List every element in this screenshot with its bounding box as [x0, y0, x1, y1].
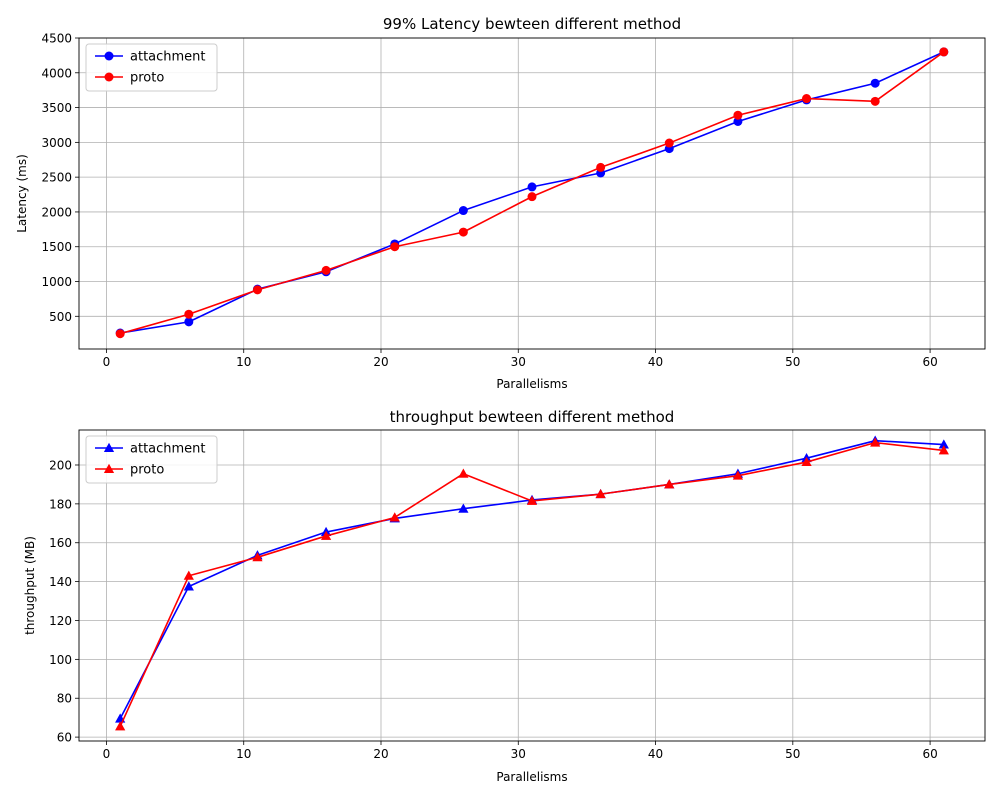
throughput-series-proto [115, 437, 949, 731]
throughput-proto-point [252, 552, 263, 562]
latency-x-tick-label: 20 [373, 355, 388, 369]
latency-y-tick-label: 500 [49, 310, 72, 324]
latency-x-axis-label: Parallelisms [496, 377, 567, 391]
latency-proto-point [870, 96, 880, 106]
throughput-legend-marker-proto [103, 463, 115, 473]
throughput-x-tick-label: 60 [922, 747, 937, 761]
latency-proto-point [321, 265, 331, 275]
throughput-x-tick-label: 40 [648, 747, 663, 761]
latency-legend-marker-proto [104, 72, 114, 82]
latency-legend-marker-attachment [104, 51, 114, 61]
throughput-y-tick-label: 60 [57, 731, 72, 745]
throughput-proto-point [595, 488, 606, 499]
latency-attachment-point [458, 206, 468, 216]
throughput-x-tick-label: 30 [511, 747, 526, 761]
latency-y-tick-label: 1500 [41, 240, 72, 254]
latency-proto-point [939, 47, 949, 57]
latency-grid [79, 37, 985, 349]
throughput-y-tick-label: 80 [57, 692, 72, 706]
latency-proto-point [458, 227, 468, 237]
latency-attachment-point [184, 317, 194, 327]
throughput-proto-point [732, 470, 744, 480]
latency-legend-label-proto: proto [130, 71, 164, 86]
throughput-y-axis-label: throughput (MB) [23, 536, 37, 635]
latency-legend: attachment proto [85, 43, 218, 92]
throughput-proto-point [115, 721, 126, 731]
throughput-y-tick-label: 140 [49, 575, 72, 589]
throughput-grid [79, 430, 985, 741]
throughput-legend-marker-attachment [103, 442, 115, 452]
throughput-chart-title: throughput bewteen different method [390, 408, 675, 426]
throughput-proto-point [664, 479, 675, 489]
throughput-legend-label-proto: proto [130, 463, 164, 478]
latency-proto-point [733, 110, 743, 120]
latency-x-tick-label: 40 [648, 355, 663, 369]
throughput-proto-point [320, 530, 332, 540]
throughput-y-tick-label: 200 [49, 458, 72, 472]
throughput-attachment-point [458, 503, 469, 513]
latency-proto-point [802, 94, 812, 104]
latency-proto-point [252, 285, 262, 295]
latency-x-tick-label: 50 [785, 355, 800, 369]
throughput-proto-point [526, 495, 538, 505]
latency-proto-point [184, 309, 194, 319]
throughput-proto-point [458, 468, 469, 478]
throughput-proto-point [389, 512, 400, 522]
throughput-plot-frame [78, 429, 986, 742]
latency-chart: 99% Latency bewteen different method Par… [15, 15, 986, 391]
throughput-legend-label-attachment: attachment [130, 442, 206, 457]
throughput-proto-point [870, 437, 881, 447]
latency-proto-point [596, 162, 606, 172]
latency-y-tick-label: 2500 [41, 171, 72, 185]
throughput-y-tick-label: 120 [49, 614, 72, 628]
latency-x-tick-label: 0 [103, 355, 111, 369]
throughput-y-tick-label: 100 [49, 653, 72, 667]
throughput-proto-point [183, 570, 194, 580]
latency-plot-frame [78, 37, 986, 350]
throughput-x-tick-label: 20 [373, 747, 388, 761]
latency-x-tick-label: 10 [236, 355, 251, 369]
throughput-attachment-point [183, 581, 194, 591]
latency-x-tick-label: 30 [511, 355, 526, 369]
latency-attachment-point [733, 116, 743, 126]
throughput-x-axis-label: Parallelisms [496, 770, 567, 784]
latency-attachment-point [870, 78, 880, 88]
throughput-y-tick-label: 180 [49, 497, 72, 511]
latency-attachment-point [527, 182, 537, 192]
latency-proto-point [527, 192, 537, 202]
latency-y-tick-label: 1000 [41, 275, 72, 289]
latency-y-tick-label: 4500 [41, 32, 72, 46]
latency-series-proto [115, 47, 949, 339]
throughput-x-tick-label: 0 [103, 747, 111, 761]
latency-proto-point [390, 242, 400, 252]
latency-proto-point [115, 329, 125, 339]
throughput-series-attachment [115, 435, 949, 723]
throughput-chart: throughput bewteen different method Para… [23, 408, 986, 784]
latency-y-tick-label: 3000 [41, 136, 72, 150]
latency-y-tick-label: 2000 [41, 205, 72, 219]
throughput-x-tick-label: 50 [785, 747, 800, 761]
throughput-y-tick-label: 160 [49, 536, 72, 550]
latency-x-tick-label: 60 [922, 355, 937, 369]
throughput-x-tick-label: 10 [236, 747, 251, 761]
latency-legend-label-attachment: attachment [130, 50, 206, 65]
latency-chart-title: 99% Latency bewteen different method [383, 15, 681, 33]
throughput-proto-point [938, 445, 949, 455]
latency-y-tick-label: 4000 [41, 66, 72, 80]
latency-y-tick-label: 3500 [41, 101, 72, 115]
throughput-legend: attachment proto [85, 435, 218, 484]
latency-y-axis-label: Latency (ms) [15, 154, 29, 233]
throughput-proto-point [801, 456, 812, 467]
latency-proto-point [664, 138, 674, 148]
